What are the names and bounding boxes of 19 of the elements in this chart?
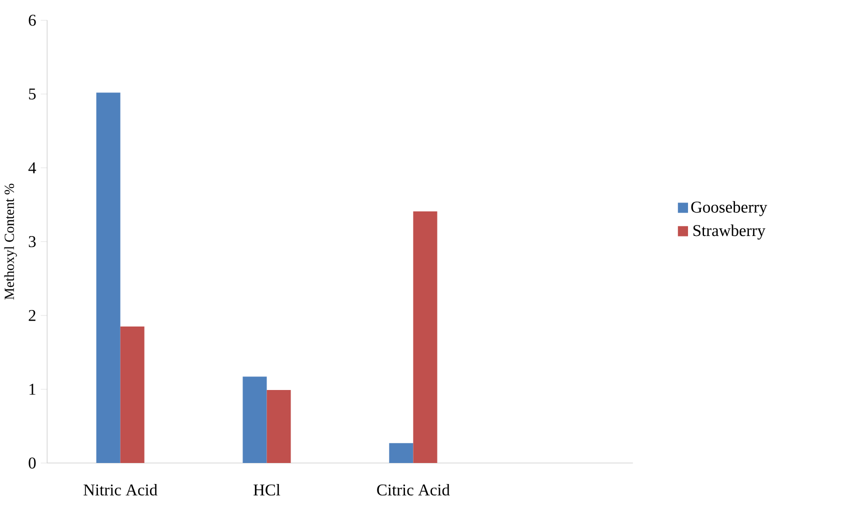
legend-label: Strawberry	[693, 224, 766, 240]
y-axis-title: Methoxyl Content %	[4, 184, 17, 300]
y-tick-label: 6	[28, 14, 36, 26]
bar	[413, 212, 438, 464]
y-tick-label: 0	[28, 458, 36, 469]
y-tick-label: 3	[28, 236, 36, 248]
y-tick-label: 2	[28, 310, 36, 322]
x-tick-label: Nitric Acid	[84, 484, 158, 496]
x-tick-label: HCl	[254, 484, 280, 496]
bar	[266, 390, 291, 464]
bar	[242, 376, 267, 464]
bar	[120, 326, 144, 464]
y-tick-label: 5	[29, 88, 36, 100]
y-tick-label: 1	[30, 384, 36, 395]
bar	[96, 92, 120, 464]
x-tick-label: Citric Acid	[377, 484, 450, 496]
bar	[389, 443, 414, 464]
y-tick-label: 4	[28, 162, 36, 174]
legend-label: Gooseberry	[691, 201, 768, 216]
